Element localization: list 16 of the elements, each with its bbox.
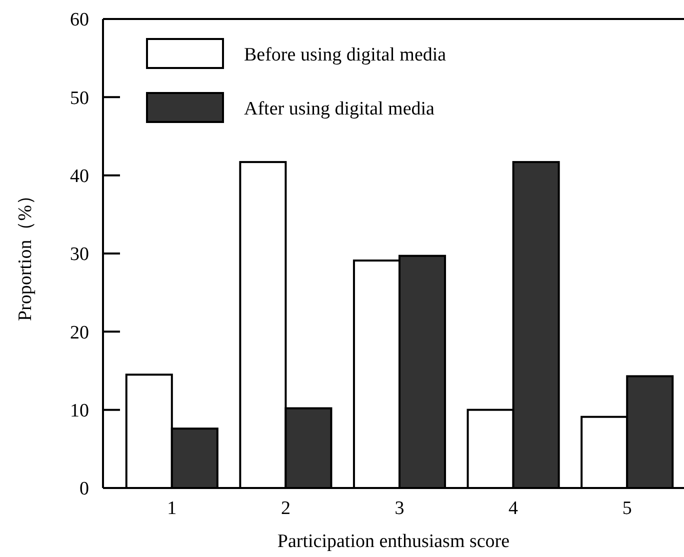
x-tick-label: 3: [394, 498, 404, 519]
x-tick-label: 5: [622, 498, 632, 519]
x-tick-label: 2: [280, 498, 290, 519]
y-tick-label: 20: [70, 322, 89, 344]
y-tick-label: 10: [70, 400, 89, 422]
y-tick-label: 30: [70, 244, 89, 266]
y-tick-label: 40: [70, 166, 89, 187]
x-tick-label: 4: [508, 498, 519, 519]
legend-label: Before using digital media: [244, 44, 447, 66]
y-axis-title: Proportion（%）: [15, 186, 36, 322]
y-tick-label: 60: [70, 10, 89, 31]
y-tick-label: 0: [80, 478, 89, 500]
y-tick-label: 50: [70, 88, 89, 109]
x-tick-label: 1: [167, 498, 177, 519]
x-axis-title: Participation enthusiasm score: [277, 531, 510, 552]
legend-label: After using digital media: [244, 98, 436, 120]
